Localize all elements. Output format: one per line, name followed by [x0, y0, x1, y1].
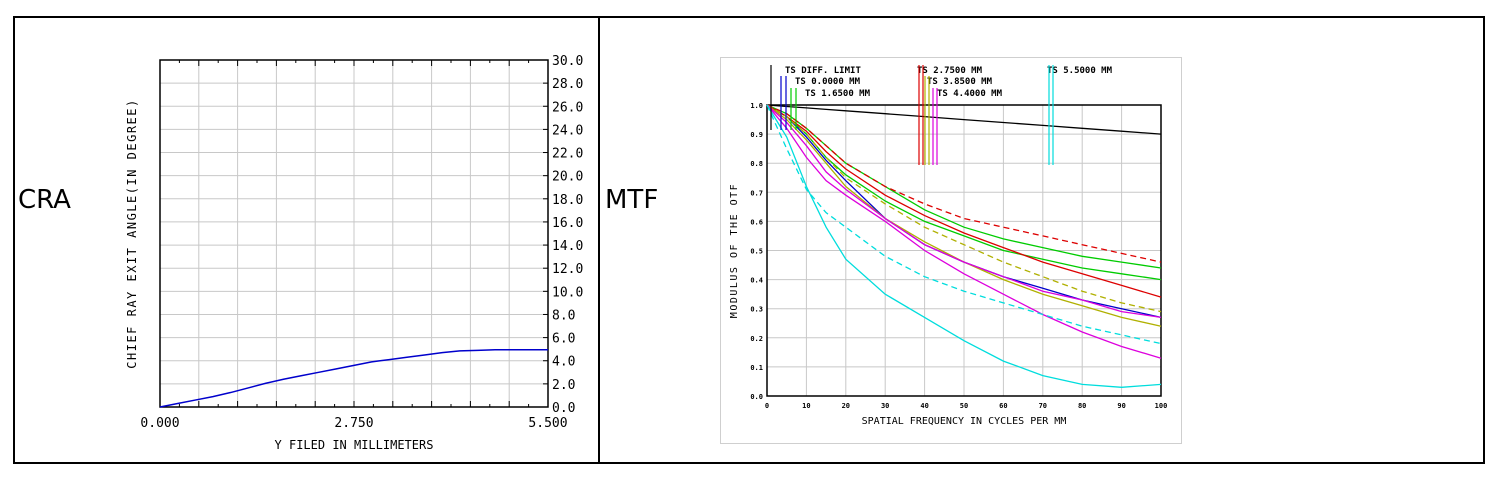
cra-y-tick-label: 20.0: [552, 170, 583, 185]
cra-y-tick-label: 2.0: [552, 378, 575, 393]
mtf-y-tick-label: 0.9: [750, 131, 763, 139]
mtf-y-tick-label: 0.4: [750, 277, 763, 285]
mtf-x-tick-label: 40: [920, 402, 928, 410]
cra-y-tick-label: 8.0: [552, 308, 575, 323]
mtf-legend-label: TS 5.5000 MM: [1047, 66, 1113, 76]
cra-label: CRA: [18, 185, 71, 215]
mtf-y-tick-label: 0.5: [750, 248, 763, 256]
mtf-legend-label: TS 2.7500 MM: [917, 66, 983, 76]
mtf-chart: 0 10 20 30 40 50 60 70 80 90 100 0.1 0.2 0.3 0.4 0.5 0.6…: [729, 65, 1168, 427]
mtf-y-tick-label: 0.6: [750, 218, 763, 226]
cra-y-tick-label: 22.0: [552, 147, 583, 162]
cra-y-tick-label: 16.0: [552, 216, 583, 231]
cra-y-tick-label: 14.0: [552, 239, 583, 254]
mtf-plot-frame: [766, 104, 1162, 397]
mtf-series-line: [766, 104, 1162, 263]
mtf-x-tick-label: 70: [1039, 402, 1047, 410]
mtf-x-axis-label: SPATIAL FREQUENCY IN CYCLES PER MM: [862, 416, 1067, 427]
cra-y-tick-label: 28.0: [552, 77, 583, 92]
mtf-y-tick-label: 0.7: [750, 189, 763, 197]
mtf-legend-label: TS DIFF. LIMIT: [785, 66, 861, 76]
mtf-y-tick-label: 0.3: [750, 306, 763, 314]
cra-x-tick-label: 2.750: [334, 416, 373, 431]
mtf-y-tick-label: 0.2: [750, 335, 763, 343]
mtf-x-tick-label: 50: [960, 402, 968, 410]
mtf-x-tick-label: 60: [999, 402, 1007, 410]
mtf-x-tick-label: 0: [765, 402, 769, 410]
mtf-series-line: [766, 104, 1162, 359]
mtf-series-line: [766, 104, 1162, 345]
mtf-series-line: [766, 104, 1162, 269]
mtf-series-line: [766, 104, 1162, 388]
cra-chart: 0.0 2.0 4.0 6.0 8.0 10.0 12.0 14.0 16.0 18.0 20.0 2…: [125, 54, 583, 452]
mtf-series-line: [766, 104, 1162, 319]
cra-x-tick-label: 0.000: [140, 416, 179, 431]
mtf-x-tick-label: 80: [1078, 402, 1086, 410]
cra-y-tick-label: 4.0: [552, 355, 575, 370]
cra-y-tick-label: 30.0: [552, 54, 583, 69]
mtf-legend-label: TS 3.8500 MM: [927, 77, 993, 87]
cra-y-tick-label: 6.0: [552, 332, 575, 347]
mtf-y-axis-label: MODULUS OF THE OTF: [729, 183, 740, 318]
cra-y-tick-label: 10.0: [552, 285, 583, 300]
mtf-series-line: [766, 104, 1162, 327]
mtf-y-tick-label: 0.8: [750, 160, 763, 168]
cra-y-tick-label: 18.0: [552, 193, 583, 208]
cra-y-tick-label: 24.0: [552, 123, 583, 138]
mtf-x-tick-label: 20: [842, 402, 850, 410]
mtf-y-tick-label: 0.1: [750, 364, 763, 372]
cra-x-axis-label: Y FILED IN MILLIMETERS: [275, 438, 434, 452]
mtf-legend-label: TS 1.6500 MM: [805, 89, 871, 99]
cra-series-line: [159, 348, 548, 408]
cra-y-tick-label: 12.0: [552, 262, 583, 277]
mtf-y-tick-label: 1.0: [750, 102, 763, 110]
cra-y-tick-label: 0.0: [552, 401, 575, 416]
mtf-label: MTF: [605, 185, 659, 215]
cra-y-tick-label: 26.0: [552, 100, 583, 115]
cra-plot-frame: [159, 59, 549, 408]
mtf-x-tick-label: 100: [1155, 402, 1168, 410]
cra-x-tick-label: 5.500: [528, 416, 567, 431]
mtf-series-line: [766, 104, 1162, 313]
mtf-legend-label: TS 4.4000 MM: [937, 89, 1003, 99]
cra-y-axis-label: CHIEF RAY EXIT ANGLE(IN DEGREE): [125, 98, 139, 368]
mtf-x-tick-label: 90: [1117, 402, 1125, 410]
mtf-legend-label: TS 0.0000 MM: [795, 77, 861, 87]
mtf-origin-label: 0.0: [750, 393, 763, 401]
panel-divider: [598, 16, 600, 464]
mtf-chart-box: 0 10 20 30 40 50 60 70 80 90 100 0.1 0.2 0.3 0.4 0.5 0.6…: [720, 57, 1182, 444]
mtf-x-tick-label: 10: [802, 402, 810, 410]
figure-frame: [13, 16, 1485, 464]
mtf-x-tick-label: 30: [881, 402, 889, 410]
mtf-series-line: [766, 104, 1162, 281]
mtf-series-line: [766, 104, 1162, 298]
